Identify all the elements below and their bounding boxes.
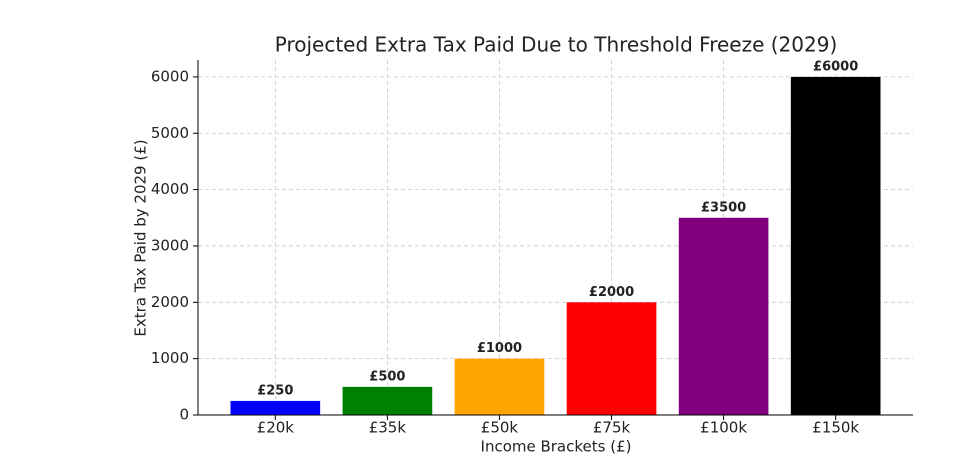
value-label: £1000: [477, 341, 522, 356]
y-tick-label: 1000: [151, 349, 189, 367]
x-tick-label: £35k: [369, 419, 407, 437]
bar: [230, 400, 321, 415]
value-label: £500: [369, 369, 405, 384]
x-axis-label: Income Brackets (£): [481, 438, 632, 456]
bar: [566, 302, 657, 415]
y-tick-label: 2000: [151, 293, 189, 311]
y-tick-label: 4000: [151, 180, 189, 198]
bar: [678, 217, 769, 415]
value-label: £250: [257, 383, 293, 398]
x-tick-label: £20k: [257, 419, 295, 437]
value-label: £6000: [813, 59, 858, 74]
y-axis-label: Extra Tax Paid by 2029 (£): [132, 139, 150, 336]
y-tick-label: 6000: [151, 67, 189, 85]
y-tick-label: 0: [179, 406, 189, 424]
value-label: £2000: [589, 285, 634, 300]
x-tick-label: £75k: [593, 419, 631, 437]
x-tick-label: £150k: [812, 419, 859, 437]
bar: [342, 386, 433, 415]
bar: [454, 358, 545, 415]
y-tick-label: 5000: [151, 124, 189, 142]
x-tick-label: £50k: [481, 419, 519, 437]
value-label: £3500: [701, 200, 746, 215]
x-tick-label: £100k: [700, 419, 747, 437]
bar: [790, 76, 881, 416]
chart-title: Projected Extra Tax Paid Due to Threshol…: [275, 33, 838, 57]
y-tick-label: 3000: [151, 236, 189, 254]
